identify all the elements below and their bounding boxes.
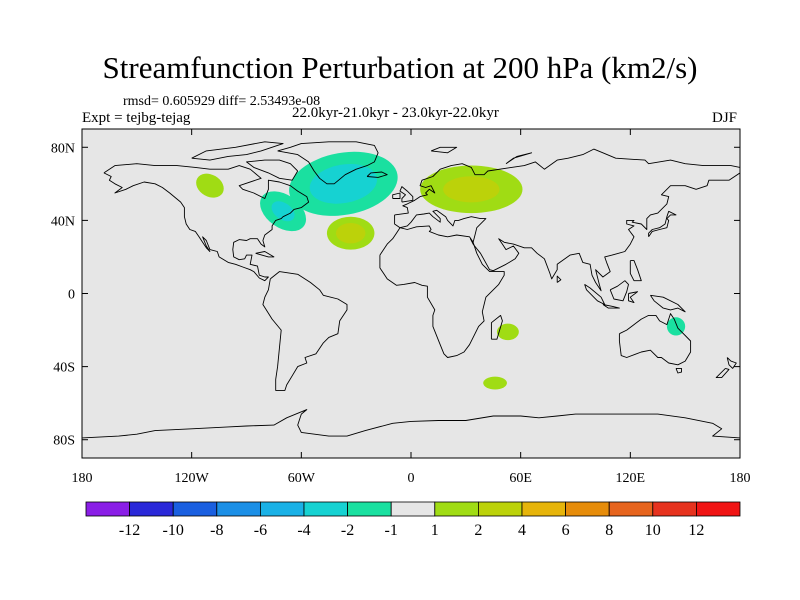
chart-title: Streamfunction Perturbation at 200 hPa (… bbox=[102, 50, 698, 85]
coastline-svalbard bbox=[430, 146, 458, 154]
coastline-arabia-red-sea-gap bbox=[470, 238, 474, 243]
season-label: DJF bbox=[712, 110, 738, 126]
y-tick-label-0: 80N bbox=[51, 141, 75, 156]
coastline-java bbox=[602, 304, 620, 309]
colorbar-label-7: 1 bbox=[431, 522, 439, 539]
colorbar-box-9 bbox=[477, 501, 523, 517]
coastline-taiwan-philippines bbox=[629, 260, 642, 282]
coastline-new-zealand-north bbox=[726, 357, 737, 369]
colorbar-box-1 bbox=[129, 501, 174, 517]
period-label: 22.0kyr-21.0kyr - 23.0kyr-22.0kyr bbox=[292, 105, 499, 121]
colorbar-box-14 bbox=[696, 501, 741, 517]
coastline-ireland bbox=[392, 192, 401, 199]
coastline-iceland bbox=[366, 171, 388, 178]
coastline-baffin-island bbox=[246, 159, 299, 181]
coastline-sulawesi bbox=[628, 291, 639, 304]
north-atlantic-negative-level-1 bbox=[309, 163, 378, 204]
experiment-label: Expt = tejbg-tejag bbox=[82, 110, 191, 126]
coastline-africa bbox=[379, 225, 505, 358]
coastline-great-britain bbox=[399, 186, 414, 203]
colorbar-label-6: -1 bbox=[385, 522, 398, 539]
colorbar-label-5: -2 bbox=[341, 522, 354, 539]
colorbar-label-1: -10 bbox=[163, 522, 184, 539]
coastline-madagascar bbox=[490, 314, 503, 340]
colorbar: -12 -10 -8 -6 -4 -2 -1 1 2 4 6 8 10 12 bbox=[85, 501, 741, 539]
coastline-japan bbox=[648, 210, 677, 238]
coastline-antarctica bbox=[82, 409, 740, 439]
coastlines bbox=[82, 141, 740, 439]
colorbar-label-4: -4 bbox=[297, 522, 310, 539]
colorbar-label-0: -12 bbox=[119, 522, 140, 539]
colorbar-box-12 bbox=[608, 501, 654, 517]
coastline-novaya-zemlya bbox=[505, 152, 533, 165]
plot-background bbox=[82, 129, 740, 458]
colorbar-label-12: 10 bbox=[645, 522, 661, 539]
colorbar-box-5 bbox=[303, 501, 348, 517]
coastline-tasmania bbox=[675, 367, 682, 374]
colorbar-label-8: 2 bbox=[474, 522, 482, 539]
alaska-positive-level-0 bbox=[196, 173, 224, 198]
colorbar-box-6 bbox=[347, 501, 392, 517]
coastline-canadian-arctic bbox=[191, 141, 284, 161]
colorbar-box-3 bbox=[216, 501, 261, 517]
colorbar-label-10: 6 bbox=[562, 522, 570, 539]
coastline-borneo bbox=[609, 280, 629, 302]
axes: 180 120W 60W 0 60E 120E 180 80N 40N 0 40S 80S bbox=[51, 129, 751, 486]
x-tick-label-3: 0 bbox=[408, 471, 415, 486]
coastline-south-america bbox=[262, 271, 348, 391]
coastline-new-zealand-south bbox=[715, 367, 730, 379]
coastline-new-guinea bbox=[650, 294, 686, 313]
x-tick-label-6: 180 bbox=[730, 471, 751, 486]
eurasia-positive-level-1 bbox=[443, 176, 500, 203]
colorbar-label-2: -8 bbox=[210, 522, 223, 539]
y-tick-label-1: 40N bbox=[51, 214, 75, 229]
colorbar-box-10 bbox=[521, 501, 566, 517]
indian-ocean-positive-level-0 bbox=[496, 323, 519, 341]
x-tick-label-2: 60W bbox=[288, 471, 316, 486]
x-tick-label-1: 120W bbox=[175, 471, 210, 486]
colorbar-box-4 bbox=[259, 501, 305, 517]
coastline-cuba bbox=[255, 251, 275, 258]
labrador-negative-level-1 bbox=[271, 201, 295, 222]
coastline-sri-lanka bbox=[556, 275, 562, 283]
y-tick-label-2: 0 bbox=[68, 288, 75, 303]
colorbar-label-9: 4 bbox=[518, 522, 526, 539]
mid-atlantic-positive-level-1 bbox=[335, 222, 366, 244]
colorbar-box-8 bbox=[434, 501, 479, 517]
colorbar-label-11: 8 bbox=[605, 522, 613, 539]
southern-indian-positive-level-0 bbox=[483, 376, 507, 390]
colorbar-box-7 bbox=[390, 501, 436, 517]
x-tick-label-4: 60E bbox=[509, 471, 532, 486]
anomaly-fields bbox=[196, 151, 686, 390]
colorbar-label-13: 12 bbox=[688, 522, 704, 539]
stats-label: rmsd= 0.605929 diff= 2.53493e-08 bbox=[123, 94, 321, 109]
colorbar-box-11 bbox=[565, 501, 610, 517]
colorbar-label-3: -6 bbox=[254, 522, 267, 539]
coastline-north-america bbox=[103, 163, 310, 282]
colorbar-box-0 bbox=[85, 501, 130, 517]
colorbar-box-13 bbox=[652, 501, 697, 517]
colorbar-box-2 bbox=[172, 501, 218, 517]
x-tick-label-5: 120E bbox=[616, 471, 646, 486]
y-tick-label-3: 40S bbox=[53, 361, 75, 376]
coastline-greenland bbox=[277, 141, 379, 185]
coastline-eurasia bbox=[394, 148, 740, 292]
x-tick-label-0: 180 bbox=[72, 471, 93, 486]
coastline-australia bbox=[618, 313, 692, 366]
y-tick-label-4: 80S bbox=[53, 434, 75, 449]
